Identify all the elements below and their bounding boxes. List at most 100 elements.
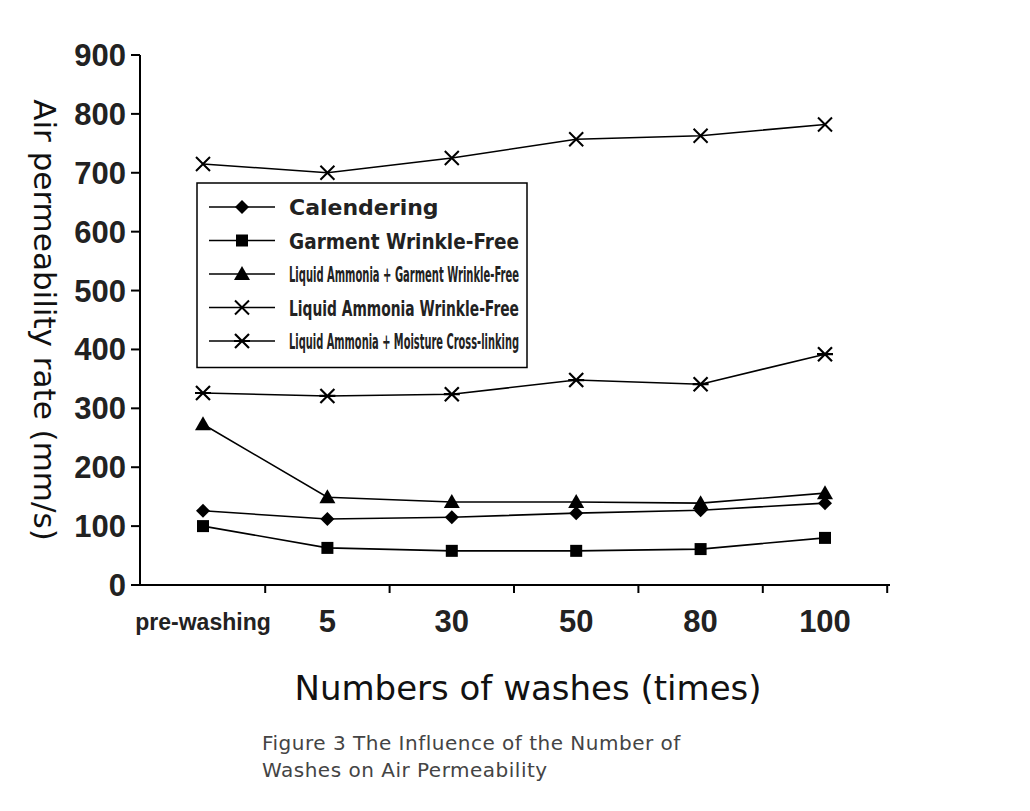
legend-label: Liquid Ammonia + Garment Wrinkle-Free xyxy=(289,262,519,287)
series-line xyxy=(203,424,825,503)
series-marker xyxy=(196,157,210,171)
series-marker xyxy=(695,543,707,555)
y-tick xyxy=(131,348,140,350)
legend-marker xyxy=(236,235,248,247)
marker-shape xyxy=(195,416,211,430)
series-marker xyxy=(445,510,459,524)
y-tick xyxy=(131,54,140,56)
marker-shape xyxy=(196,157,210,171)
series-marker xyxy=(444,387,460,401)
series-marker xyxy=(819,532,831,544)
marker-shape xyxy=(817,347,833,361)
x-separator xyxy=(637,585,639,593)
y-tick-label: 600 xyxy=(74,215,126,250)
x-axis-label: Numbers of washes (times) xyxy=(294,668,761,708)
y-tick-label: 100 xyxy=(74,509,126,544)
series-marker xyxy=(570,545,582,557)
series-group xyxy=(195,117,833,556)
series-marker xyxy=(693,377,709,391)
y-tick-label: 0 xyxy=(109,568,126,603)
series-marker xyxy=(817,347,833,361)
series-marker xyxy=(568,373,584,387)
series-marker xyxy=(319,389,335,403)
marker-shape xyxy=(236,235,248,247)
y-tick xyxy=(131,466,140,468)
y-tick-label: 800 xyxy=(74,97,126,132)
series-marker xyxy=(694,129,708,143)
series-line xyxy=(203,526,825,551)
x-tick-label: 30 xyxy=(435,604,469,639)
marker-shape xyxy=(568,494,584,508)
series-marker xyxy=(444,494,460,508)
marker-shape xyxy=(817,485,833,499)
series-marker xyxy=(195,386,211,400)
marker-shape xyxy=(445,151,459,165)
marker-shape xyxy=(694,129,708,143)
marker-shape xyxy=(570,545,582,557)
marker-shape xyxy=(693,495,709,509)
marker-shape xyxy=(235,200,249,214)
x-separator xyxy=(886,585,888,593)
y-tick xyxy=(131,231,140,233)
y-tick-label: 400 xyxy=(74,332,126,367)
marker-shape xyxy=(444,494,460,508)
marker-shape xyxy=(568,373,584,387)
y-tick xyxy=(131,172,140,174)
x-separator xyxy=(762,585,764,593)
legend: CalenderingGarment Wrinkle-FreeLiquid Am… xyxy=(197,183,527,368)
series-marker xyxy=(818,117,832,131)
caption: Figure 3 The Influence of the Number of … xyxy=(262,730,682,784)
marker-shape xyxy=(234,266,250,280)
series-line xyxy=(203,503,825,519)
x-separator xyxy=(389,585,391,593)
series-marker xyxy=(569,132,583,146)
legend-marker xyxy=(235,200,249,214)
x-tick-label: 5 xyxy=(319,604,336,639)
marker-shape xyxy=(693,377,709,391)
marker-shape xyxy=(695,543,707,555)
series-marker xyxy=(196,504,210,518)
marker-shape xyxy=(569,506,583,520)
series-marker xyxy=(197,520,209,532)
y-tick xyxy=(131,584,140,586)
legend-marker xyxy=(234,334,250,348)
series-marker xyxy=(445,151,459,165)
marker-shape xyxy=(234,334,250,348)
y-tick-label: 300 xyxy=(74,391,126,426)
y-tick xyxy=(131,525,140,527)
marker-shape xyxy=(819,532,831,544)
x-tick-label: 100 xyxy=(799,604,851,639)
legend-marker xyxy=(234,266,250,280)
legend-label: Liquid Ammonia Wrinkle-Free xyxy=(289,296,519,321)
series-marker xyxy=(195,416,211,430)
y-tick-label: 500 xyxy=(74,274,126,309)
legend-marker xyxy=(235,301,249,315)
series-marker xyxy=(320,166,334,180)
marker-shape xyxy=(319,489,335,503)
marker-shape xyxy=(446,545,458,557)
series-marker xyxy=(319,489,335,503)
marker-shape xyxy=(196,504,210,518)
x-tick-label: 80 xyxy=(683,604,717,639)
marker-shape xyxy=(444,387,460,401)
marker-shape xyxy=(445,510,459,524)
series-marker xyxy=(446,545,458,557)
marker-shape xyxy=(195,386,211,400)
series-marker xyxy=(569,506,583,520)
y-axis xyxy=(139,55,141,585)
legend-label: Liquid Ammonia + Moisture Cross-linking xyxy=(289,329,519,354)
y-axis-label: Air permeability rate (mm/s) xyxy=(27,99,63,541)
x-separator xyxy=(513,585,515,593)
chart: 0100200300400500600700800900pre-washing5… xyxy=(0,0,1030,811)
marker-shape xyxy=(197,520,209,532)
y-tick xyxy=(131,407,140,409)
x-tick-label: 50 xyxy=(559,604,593,639)
legend-label: Garment Wrinkle-Free xyxy=(289,229,519,254)
series-marker xyxy=(320,512,334,526)
marker-shape xyxy=(818,117,832,131)
y-tick xyxy=(131,290,140,292)
marker-shape xyxy=(321,542,333,554)
y-tick-label: 700 xyxy=(74,156,126,191)
marker-shape xyxy=(319,389,335,403)
x-tick-label: pre-washing xyxy=(135,609,270,635)
